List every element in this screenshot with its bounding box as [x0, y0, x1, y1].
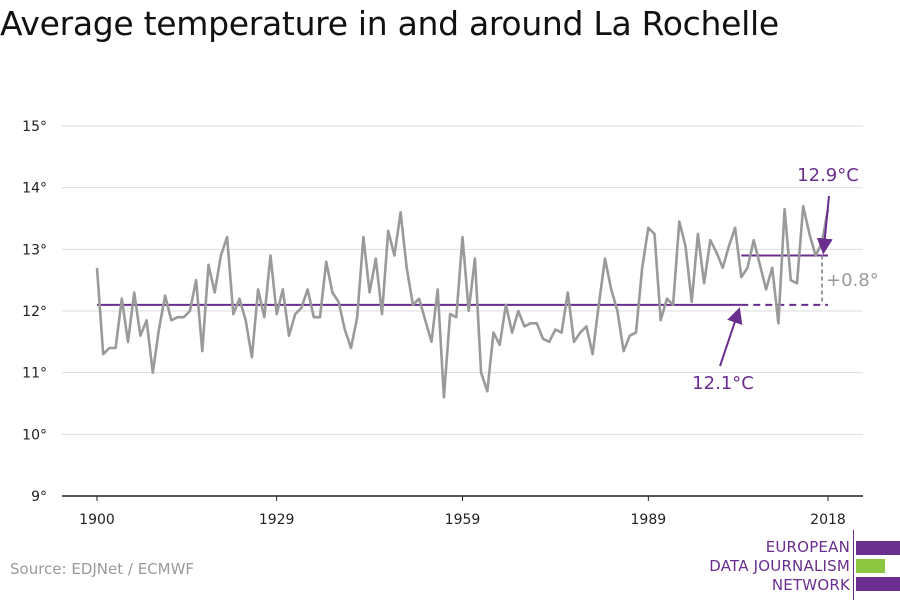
y-tick-label: 15°: [22, 119, 47, 135]
axes: 9° 10° 11° 12° 13° 14° 15° 1900 1929 1959 1989 2018: [22, 119, 863, 528]
series-line: [95, 204, 830, 399]
annotation-arrow-baseline: [719, 307, 743, 367]
annotation-arrow-recent: [816, 195, 833, 255]
y-tick-label: 13°: [22, 242, 47, 258]
annotations: 12.9°C 12.1°C +0.8°: [692, 165, 879, 394]
x-tick-label: 1989: [631, 512, 667, 528]
y-tick-label: 11°: [22, 366, 47, 382]
x-tick-label: 2018: [810, 512, 846, 528]
annotation-label-recent: 12.9°C: [797, 165, 859, 186]
series-layer: [95, 204, 830, 399]
y-tick-label: 14°: [22, 181, 47, 197]
source-note: Source: EDJNet / ECMWF: [10, 560, 195, 578]
chart-title: Average temperature in and around La Roc…: [0, 4, 779, 43]
annotation-label-difference: +0.8°: [826, 270, 879, 291]
x-tick-label: 1929: [259, 512, 295, 528]
y-tick-label: 9°: [31, 489, 47, 505]
annotation-label-baseline: 12.1°C: [692, 373, 754, 394]
y-tick-label: 10°: [22, 427, 47, 443]
x-tick-label: 1900: [79, 512, 115, 528]
y-tick-label: 12°: [22, 304, 47, 320]
x-tick-label: 1959: [445, 512, 481, 528]
